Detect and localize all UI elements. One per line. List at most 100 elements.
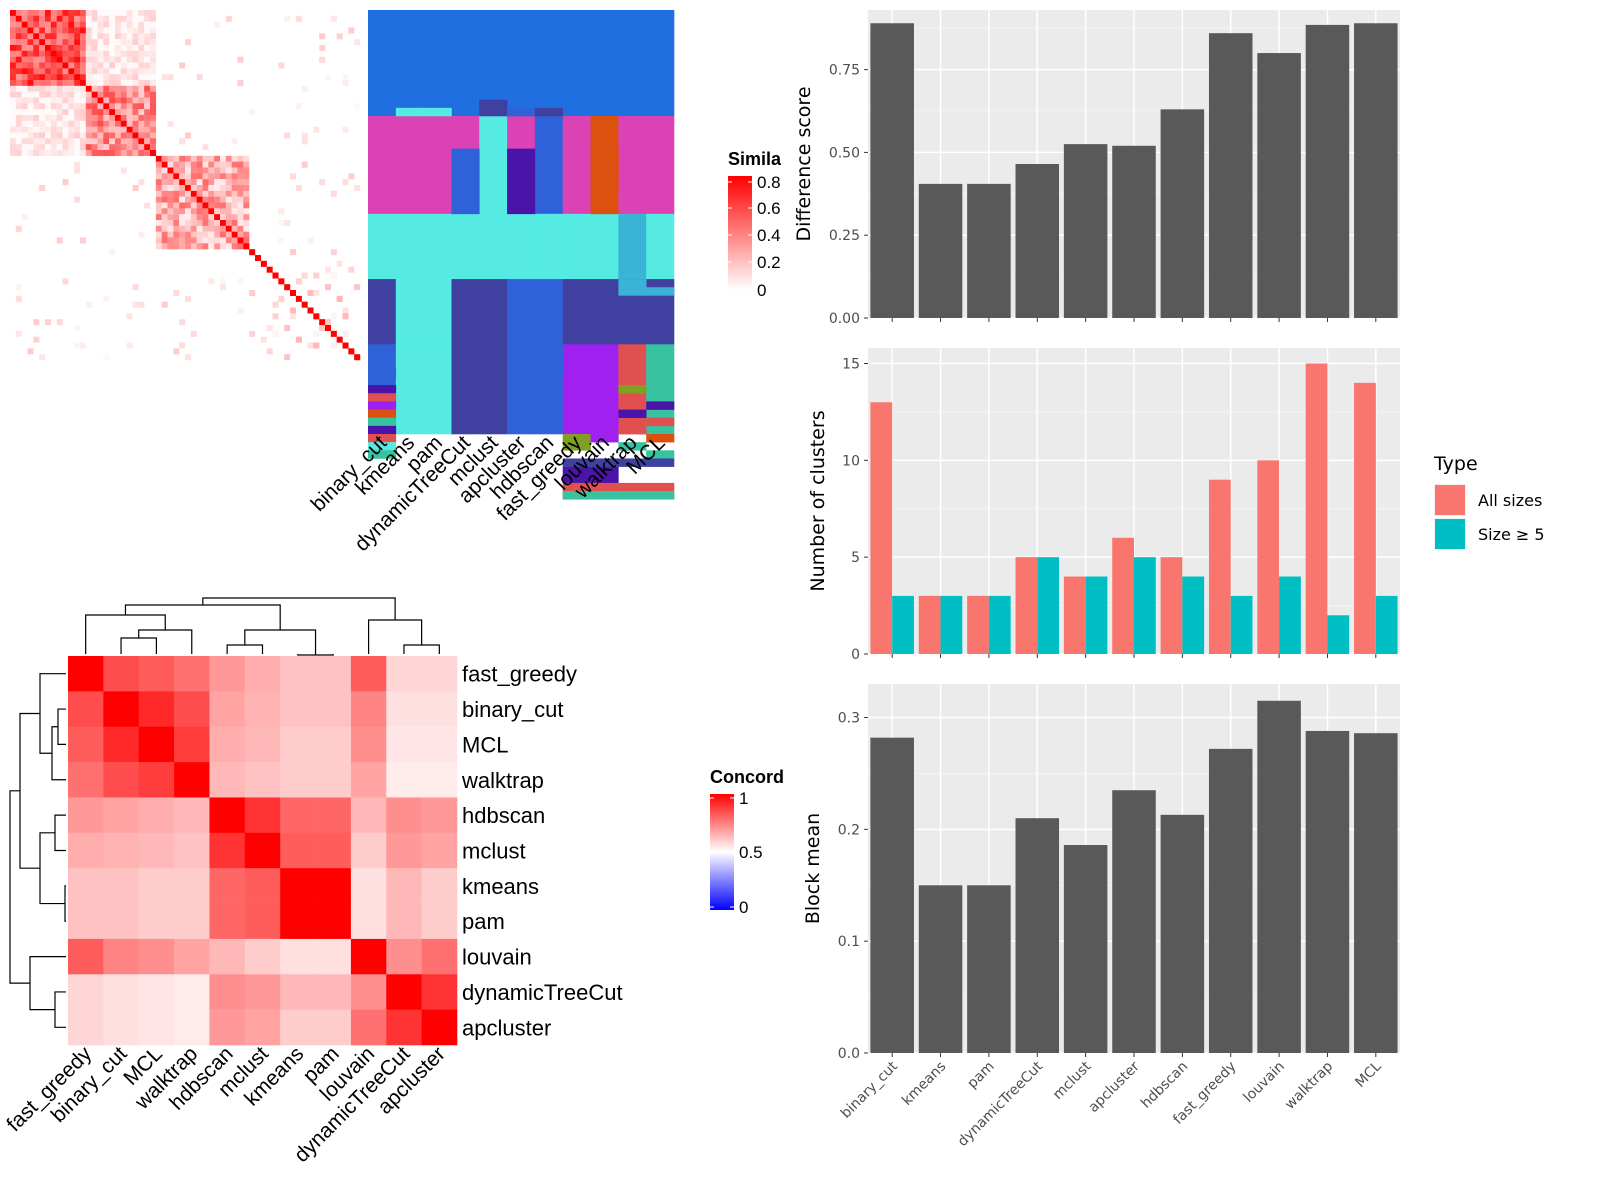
similarity-cell: [62, 68, 69, 75]
similarity-cell: [196, 161, 203, 168]
x-tick-label: MCL: [1352, 1058, 1384, 1090]
similarity-cell: [214, 220, 221, 227]
similarity-cell: [179, 185, 186, 192]
concordance-cell: [138, 832, 175, 869]
concordance-cell: [209, 868, 246, 904]
bar-size-ge-5: [1182, 576, 1205, 654]
similarity-cell: [237, 56, 244, 63]
similarity-cell: [50, 144, 57, 151]
similarity-cell: [243, 214, 250, 221]
row-dendrogram-branch: [51, 726, 66, 781]
assignment-subcluster: [646, 434, 675, 443]
assignment-block: [534, 213, 564, 280]
similarity-cell: [126, 15, 133, 22]
concordance-cell: [280, 868, 316, 904]
similarity-cell: [126, 21, 133, 28]
similarity-cell: [15, 330, 22, 337]
similarity-cell: [155, 190, 162, 197]
similarity-cell: [103, 68, 110, 75]
similarity-cell: [185, 237, 192, 244]
concordance-cell: [103, 726, 140, 763]
similarity-cell: [15, 62, 22, 69]
similarity-cell: [243, 155, 250, 162]
similarity-cell: [10, 85, 17, 92]
row-dendrogram-branch: [57, 708, 66, 746]
similarity-cell: [144, 68, 151, 75]
similarity-cell: [301, 161, 308, 168]
similarity-cell: [56, 109, 63, 116]
similarity-cell: [208, 161, 215, 168]
bar-all-sizes: [918, 595, 941, 654]
concordance-cell: [280, 938, 316, 975]
similarity-cell: [74, 97, 81, 104]
similarity-cell: [202, 155, 209, 162]
concordance-cell: [280, 797, 316, 834]
similarity-cell: [237, 208, 244, 215]
bar: [967, 885, 1011, 1053]
similarity-cell: [126, 97, 133, 104]
similarity-cell: [39, 144, 46, 151]
similarity-cell: [173, 237, 180, 244]
similarity-cell: [80, 103, 87, 110]
similarity-cell: [144, 103, 151, 110]
similarity-cell: [85, 39, 92, 46]
y-tick-label: 0.2: [838, 822, 860, 838]
similarity-cell: [126, 103, 133, 110]
concordance-cell: [68, 656, 104, 692]
assignment-block: [618, 10, 647, 117]
similarity-cell: [68, 10, 75, 17]
similarity-cell: [62, 103, 69, 110]
similarity-cell: [10, 80, 17, 87]
concordance-cell: [209, 1009, 246, 1046]
concordance-cell: [315, 974, 352, 1010]
concordance-cell: [209, 691, 246, 728]
similarity-cell: [68, 85, 75, 92]
similarity-cell: [33, 120, 40, 127]
similarity-cell: [68, 27, 75, 34]
similarity-cell: [62, 97, 69, 104]
assignment-subcluster: [618, 385, 647, 394]
similarity-cell: [91, 56, 98, 63]
similarity-legend-label: 0.2: [757, 253, 781, 272]
similarity-cell: [325, 266, 332, 273]
similarity-cell: [120, 109, 127, 116]
similarity-cell: [231, 220, 238, 227]
assignment-subcluster: [451, 148, 480, 215]
similarity-cell: [68, 50, 75, 57]
assignment-subcluster: [368, 425, 397, 435]
similarity-cell: [348, 348, 355, 355]
similarity-cell: [109, 10, 116, 17]
similarity-cell: [91, 103, 98, 110]
similarity-cell: [249, 249, 256, 256]
similarity-cell: [190, 196, 197, 203]
assignment-subcluster: [368, 417, 397, 427]
similarity-cell: [91, 120, 98, 127]
concordance-cell: [209, 832, 246, 869]
similarity-cell: [220, 231, 227, 238]
similarity-cell: [45, 50, 52, 57]
similarity-cell: [208, 190, 215, 197]
concordance-cell: [386, 797, 422, 834]
similarity-cell: [295, 185, 302, 192]
concordance-cell: [103, 903, 140, 940]
concordance-cell: [350, 691, 387, 728]
similarity-cell: [45, 80, 52, 87]
row-dendrogram-branch: [64, 885, 66, 922]
similarity-cell: [179, 173, 186, 180]
similarity-cell: [237, 225, 244, 232]
similarity-cell: [202, 185, 209, 192]
similarity-cell: [80, 97, 87, 104]
similarity-cell: [109, 91, 116, 98]
similarity-cell: [173, 214, 180, 221]
similarity-cell: [132, 138, 139, 145]
similarity-cell: [295, 278, 302, 285]
similarity-cell: [237, 214, 244, 221]
similarity-cell: [91, 115, 98, 122]
similarity-cell: [284, 15, 291, 22]
assignment-block: [479, 10, 508, 117]
assignment-subcluster: [368, 368, 397, 378]
similarity-cell: [138, 50, 145, 57]
bar: [870, 737, 914, 1053]
similarity-cell: [27, 80, 34, 87]
similarity-cell: [80, 15, 87, 22]
